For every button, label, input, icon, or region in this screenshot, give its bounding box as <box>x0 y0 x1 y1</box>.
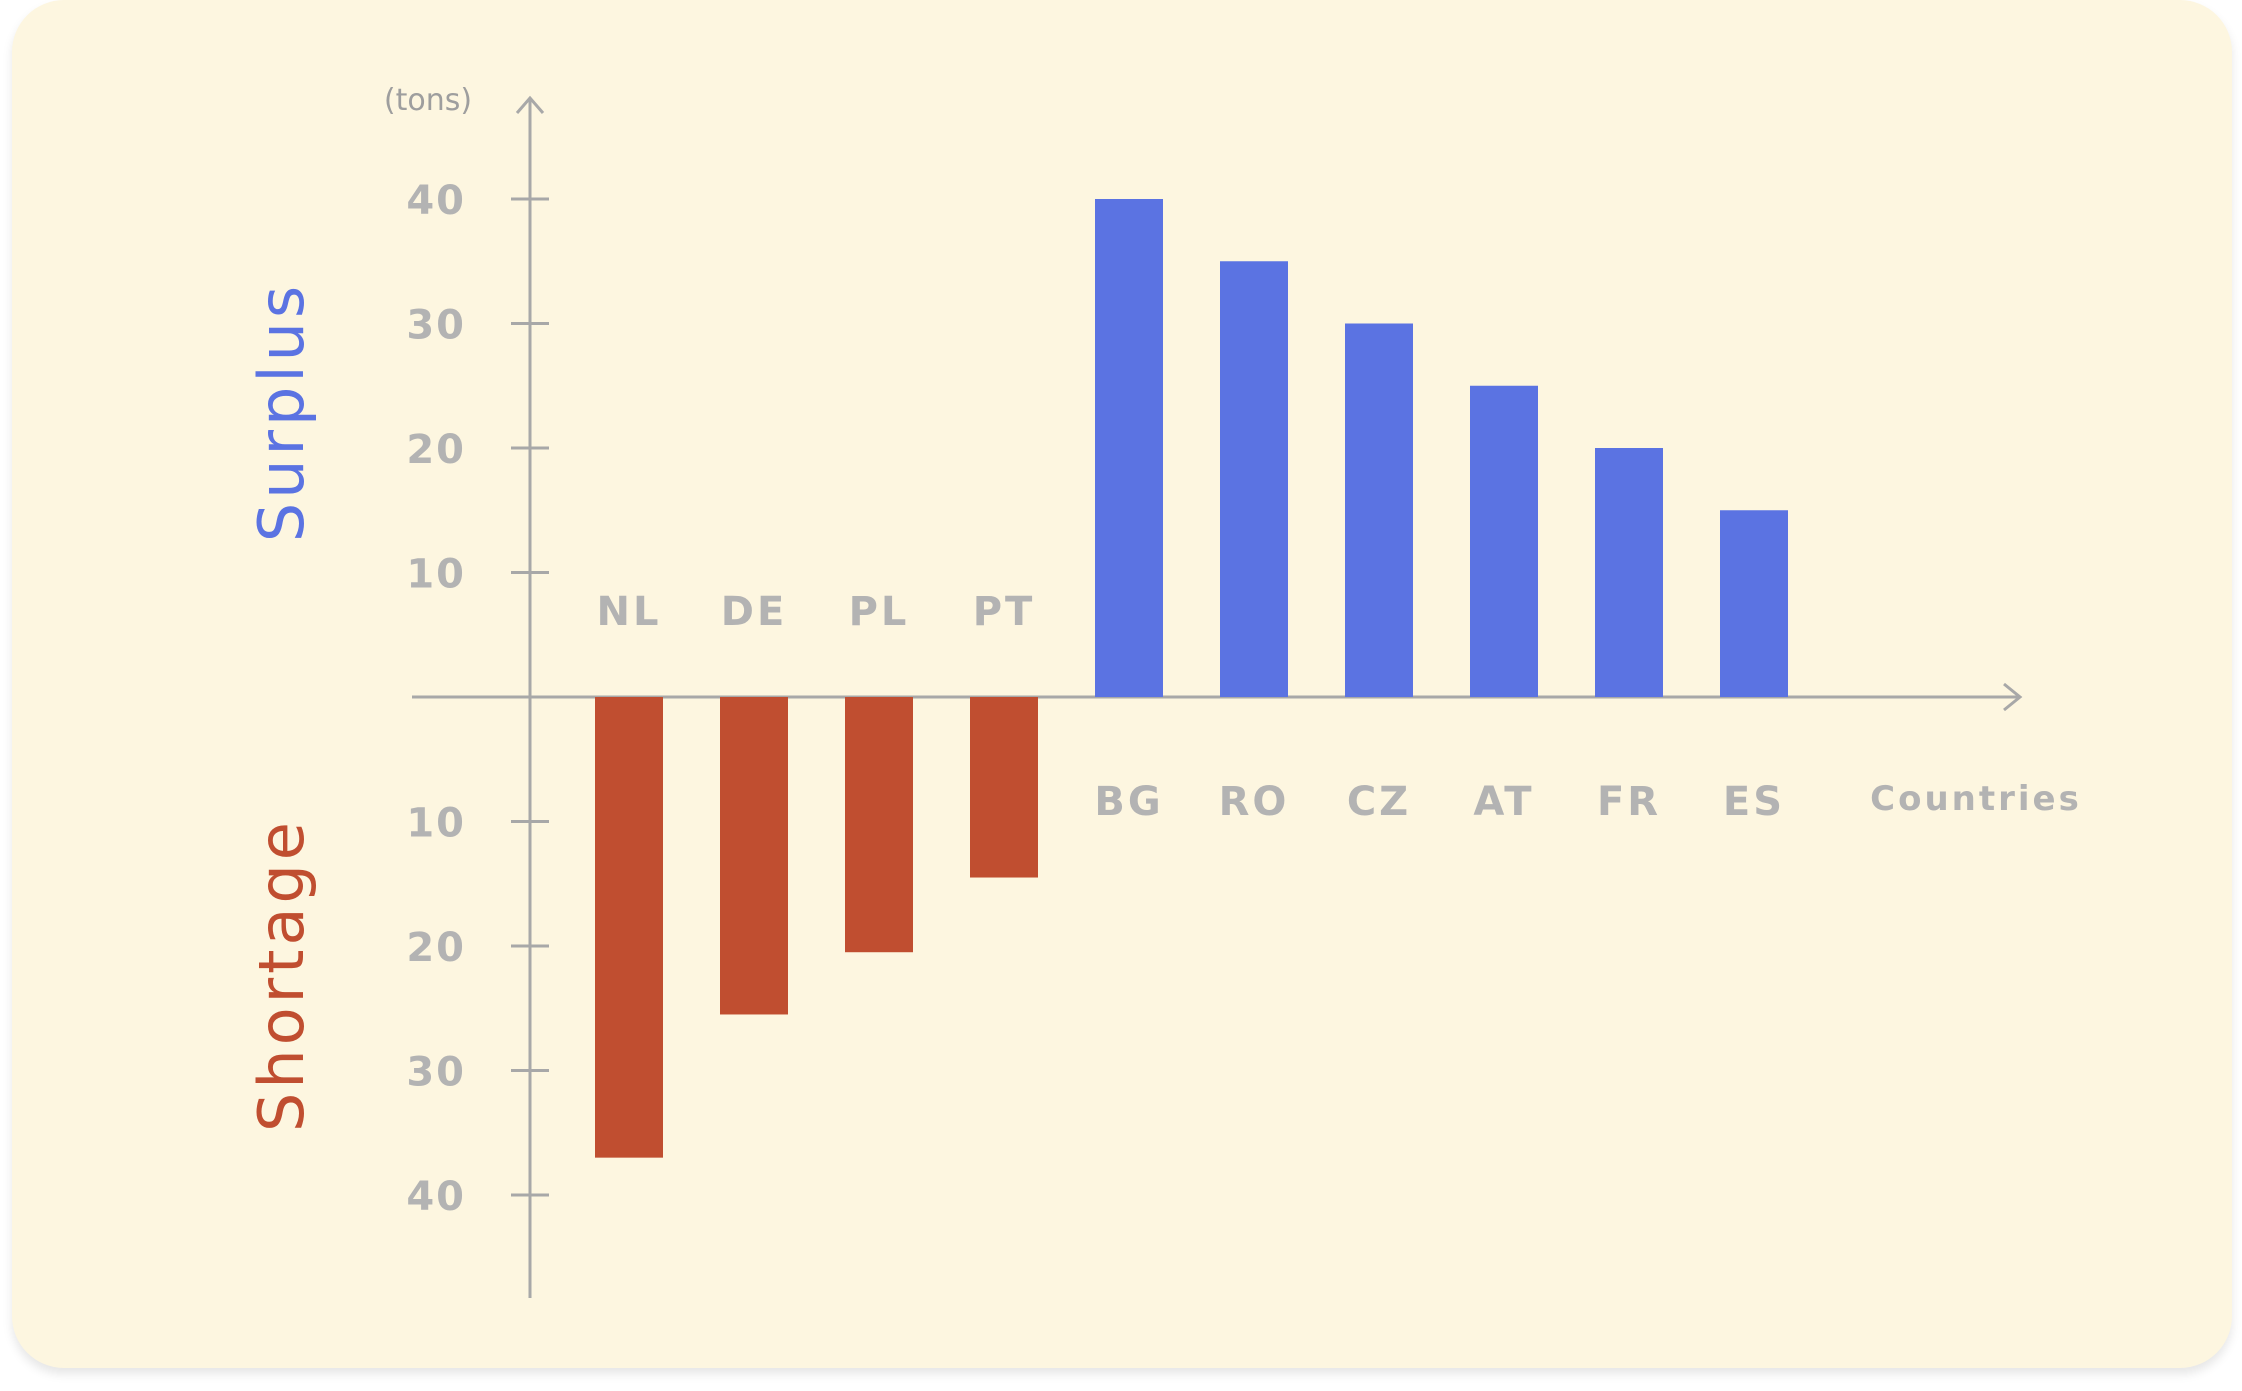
category-label-nl: NL <box>597 589 662 635</box>
y-axis-arrow-icon <box>515 95 545 114</box>
surplus-label: Surplus <box>245 282 318 542</box>
y-tick-label-surplus: 10 <box>406 552 466 598</box>
bar-bg <box>1095 199 1163 697</box>
category-label-pl: PL <box>849 589 910 635</box>
y-axis-ticks: 10 20 30 40 10 20 30 40 <box>406 178 549 1220</box>
bar-fr <box>1595 448 1663 697</box>
y-tick-label-surplus: 40 <box>406 178 466 224</box>
y-tick-label-shortage: 30 <box>406 1050 466 1096</box>
x-axis-label: Countries <box>1870 779 2082 819</box>
category-label-cz: CZ <box>1347 779 1411 825</box>
bar-ro <box>1220 261 1288 697</box>
shortage-label: Shortage <box>245 818 318 1132</box>
bar-de <box>720 697 788 1015</box>
y-tick-label-shortage: 40 <box>406 1174 466 1220</box>
category-label-es: ES <box>1723 779 1785 825</box>
category-label-at: AT <box>1473 779 1534 825</box>
y-tick-label-shortage: 20 <box>406 925 466 971</box>
category-label-fr: FR <box>1597 779 1661 825</box>
unit-label: (tons) <box>384 83 472 118</box>
y-tick-label-surplus: 30 <box>406 303 466 349</box>
category-labels: NL DE PL PT BG RO CZ AT FR ES <box>597 589 1785 825</box>
x-axis-arrow-icon <box>2003 682 2023 712</box>
category-label-pt: PT <box>973 589 1036 635</box>
bar-pl <box>845 697 913 953</box>
category-label-ro: RO <box>1219 779 1290 825</box>
category-label-de: DE <box>721 589 788 635</box>
bar-nl <box>595 697 663 1158</box>
bar-es <box>1720 510 1788 697</box>
bar-cz <box>1345 323 1413 697</box>
category-label-bg: BG <box>1094 779 1163 825</box>
y-tick-label-shortage: 10 <box>406 801 466 847</box>
bars <box>595 199 1788 1158</box>
bar-pt <box>970 697 1038 878</box>
bar-at <box>1470 385 1538 697</box>
y-tick-label-surplus: 20 <box>406 427 466 473</box>
